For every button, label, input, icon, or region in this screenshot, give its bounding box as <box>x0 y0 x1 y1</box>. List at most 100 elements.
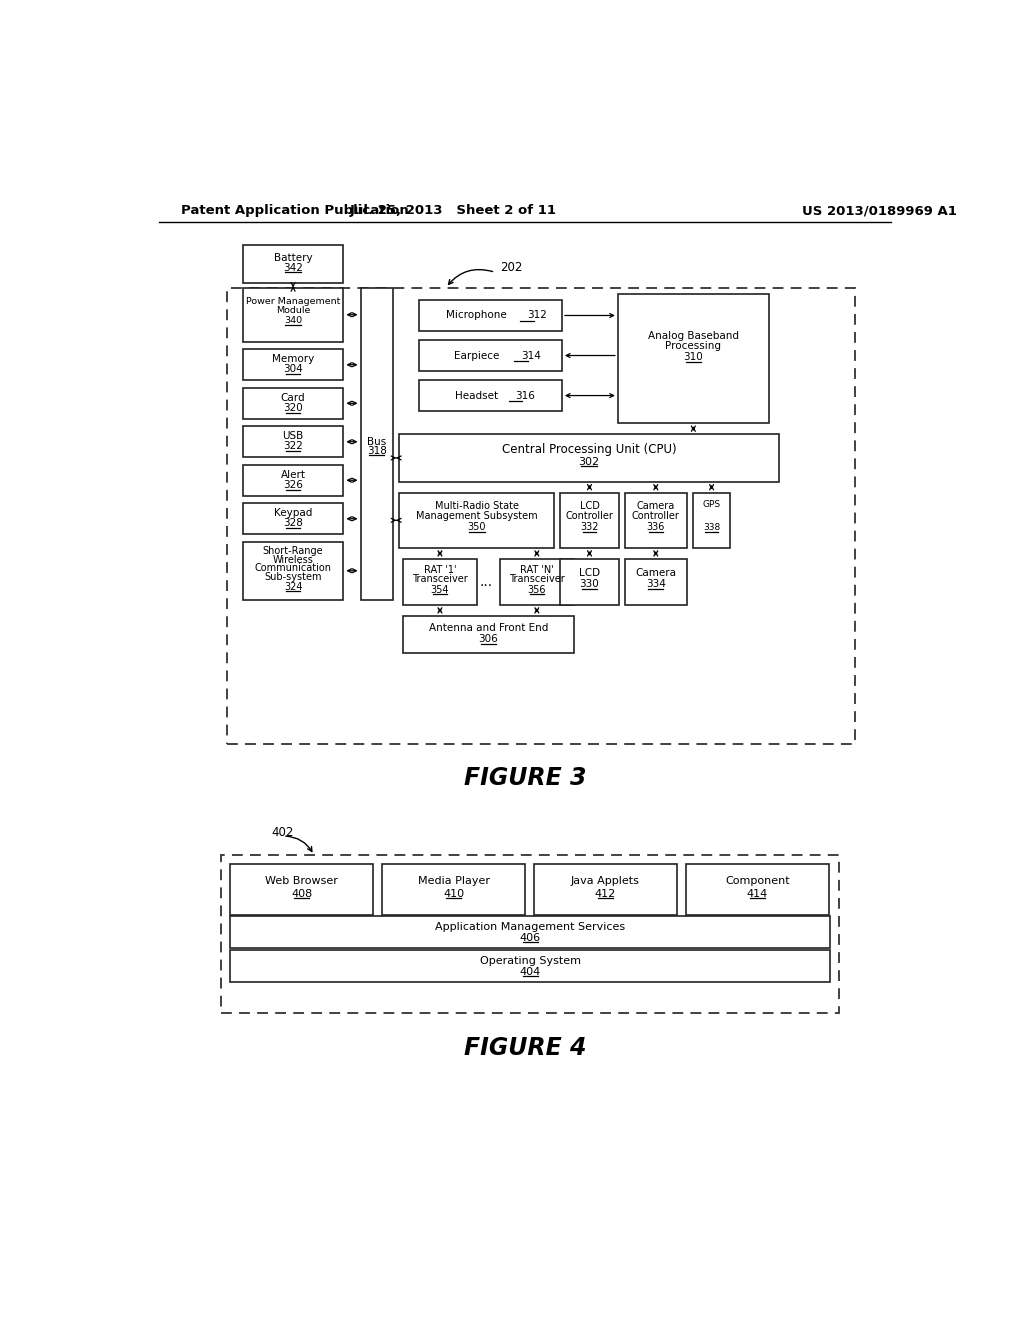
Text: Web Browser: Web Browser <box>265 876 338 887</box>
FancyBboxPatch shape <box>243 465 343 496</box>
FancyBboxPatch shape <box>419 300 562 331</box>
Text: Jul. 25, 2013   Sheet 2 of 11: Jul. 25, 2013 Sheet 2 of 11 <box>350 205 557 218</box>
Text: ...: ... <box>479 576 493 589</box>
FancyBboxPatch shape <box>403 558 477 605</box>
Text: 318: 318 <box>367 446 387 457</box>
Text: Headset: Headset <box>456 391 499 400</box>
Text: 338: 338 <box>702 523 720 532</box>
FancyBboxPatch shape <box>535 865 677 915</box>
Text: 314: 314 <box>521 351 541 360</box>
FancyBboxPatch shape <box>560 492 618 548</box>
FancyBboxPatch shape <box>243 388 343 418</box>
FancyBboxPatch shape <box>230 950 830 982</box>
Text: 310: 310 <box>683 352 703 362</box>
FancyBboxPatch shape <box>617 294 769 424</box>
Text: Analog Baseband: Analog Baseband <box>648 331 739 342</box>
Text: Alert: Alert <box>281 470 305 480</box>
FancyBboxPatch shape <box>500 558 573 605</box>
Text: 322: 322 <box>284 441 303 451</box>
Text: 312: 312 <box>527 310 547 321</box>
Text: 202: 202 <box>500 261 522 275</box>
Text: 306: 306 <box>478 634 499 644</box>
FancyBboxPatch shape <box>360 288 393 599</box>
Text: 340: 340 <box>284 317 302 325</box>
FancyBboxPatch shape <box>243 426 343 457</box>
Text: 350: 350 <box>468 523 486 532</box>
Text: Controller: Controller <box>565 511 613 520</box>
Text: 304: 304 <box>284 364 303 375</box>
Text: 328: 328 <box>284 519 303 528</box>
Text: 332: 332 <box>581 523 599 532</box>
FancyBboxPatch shape <box>230 865 373 915</box>
Text: Controller: Controller <box>632 511 680 520</box>
Text: FIGURE 3: FIGURE 3 <box>464 766 586 791</box>
Text: 410: 410 <box>443 888 464 899</box>
Text: 334: 334 <box>646 579 666 589</box>
Text: Antenna and Front End: Antenna and Front End <box>429 623 548 634</box>
Text: 336: 336 <box>646 523 665 532</box>
FancyBboxPatch shape <box>243 244 343 284</box>
FancyBboxPatch shape <box>243 288 343 342</box>
FancyBboxPatch shape <box>243 350 343 380</box>
Text: 354: 354 <box>431 585 450 594</box>
FancyBboxPatch shape <box>399 492 554 548</box>
Text: Processing: Processing <box>666 342 721 351</box>
Text: Transceiver: Transceiver <box>412 574 468 583</box>
Text: 320: 320 <box>284 403 303 413</box>
FancyBboxPatch shape <box>399 434 779 482</box>
Text: Java Applets: Java Applets <box>571 876 640 887</box>
FancyBboxPatch shape <box>625 558 687 605</box>
Text: Bus: Bus <box>368 437 386 447</box>
Text: Card: Card <box>281 393 305 403</box>
FancyBboxPatch shape <box>419 341 562 371</box>
Text: 342: 342 <box>284 263 303 273</box>
Text: 404: 404 <box>519 966 541 977</box>
Text: 402: 402 <box>271 825 294 838</box>
Text: 412: 412 <box>595 888 616 899</box>
FancyBboxPatch shape <box>560 558 618 605</box>
Text: 302: 302 <box>579 457 600 467</box>
Text: Short-Range: Short-Range <box>263 546 324 556</box>
Text: Battery: Battery <box>273 252 312 263</box>
Text: Sub-system: Sub-system <box>264 572 322 582</box>
Text: Earpiece: Earpiece <box>454 351 500 360</box>
Text: Management Subsystem: Management Subsystem <box>416 511 538 520</box>
Text: Microphone: Microphone <box>446 310 507 321</box>
Text: Multi-Radio State: Multi-Radio State <box>435 502 519 511</box>
FancyBboxPatch shape <box>230 916 830 949</box>
FancyBboxPatch shape <box>221 855 840 1014</box>
FancyBboxPatch shape <box>686 865 828 915</box>
Text: Camera: Camera <box>637 502 675 511</box>
Text: 408: 408 <box>291 888 312 899</box>
Text: Application Management Services: Application Management Services <box>435 921 626 932</box>
Text: Transceiver: Transceiver <box>509 574 564 583</box>
Text: Component: Component <box>725 876 790 887</box>
Text: 326: 326 <box>284 480 303 490</box>
Text: RAT '1': RAT '1' <box>424 565 456 574</box>
Text: Operating System: Operating System <box>479 956 581 966</box>
Text: RAT 'N': RAT 'N' <box>520 565 554 574</box>
Text: Media Player: Media Player <box>418 876 489 887</box>
FancyBboxPatch shape <box>403 615 573 653</box>
Text: Camera: Camera <box>635 568 676 578</box>
Text: 356: 356 <box>527 585 546 594</box>
Text: 324: 324 <box>284 582 302 591</box>
Text: Wireless: Wireless <box>272 554 313 565</box>
Text: LCD: LCD <box>580 502 599 511</box>
Text: Memory: Memory <box>272 354 314 364</box>
Text: LCD: LCD <box>579 568 600 578</box>
FancyBboxPatch shape <box>243 543 343 599</box>
Text: FIGURE 4: FIGURE 4 <box>464 1036 586 1060</box>
Text: 316: 316 <box>515 391 536 400</box>
Text: GPS: GPS <box>702 500 721 510</box>
Text: US 2013/0189969 A1: US 2013/0189969 A1 <box>802 205 957 218</box>
FancyBboxPatch shape <box>419 380 562 411</box>
FancyBboxPatch shape <box>693 492 730 548</box>
Text: Patent Application Publication: Patent Application Publication <box>180 205 409 218</box>
FancyBboxPatch shape <box>625 492 687 548</box>
Text: Communication: Communication <box>255 564 332 573</box>
Text: 414: 414 <box>746 888 768 899</box>
Text: 406: 406 <box>519 933 541 942</box>
Text: 330: 330 <box>580 579 599 589</box>
FancyBboxPatch shape <box>243 503 343 535</box>
